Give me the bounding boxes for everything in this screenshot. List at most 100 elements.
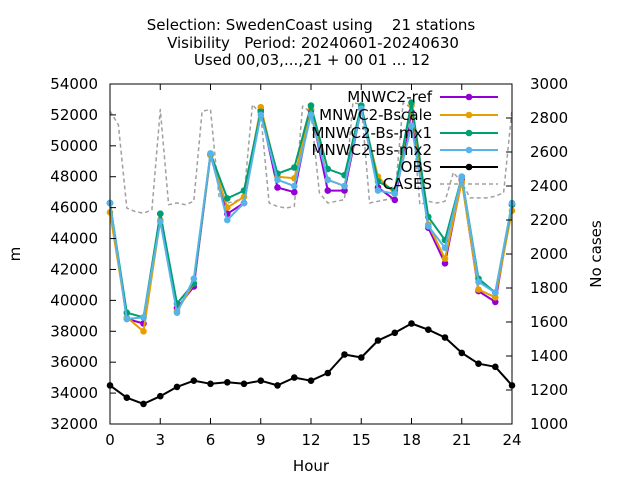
legend-label: MNWC2-Bs-mx2 <box>312 141 432 159</box>
data-point <box>123 315 131 323</box>
data-point <box>408 320 415 327</box>
data-point <box>190 275 198 283</box>
data-point <box>224 204 231 211</box>
legend-marker <box>465 129 473 137</box>
data-point <box>291 188 298 196</box>
legend-marker <box>465 93 473 101</box>
chart-title: Selection: SwedenCoast using 21 stations… <box>147 16 476 69</box>
data-point <box>190 377 198 385</box>
data-point <box>358 354 365 361</box>
legend-label: CASES <box>383 175 432 193</box>
y2-tick-label: 1600 <box>530 313 568 331</box>
legend-item: MNWC2-Bs-mx1 <box>312 124 498 142</box>
data-point <box>307 377 315 385</box>
data-point <box>425 222 432 230</box>
legend: MNWC2-refMNWC2-BscaleMNWC2-Bs-mx1MNWC2-B… <box>312 88 498 193</box>
y2-tick-label: 2200 <box>530 211 568 229</box>
data-point <box>291 374 298 381</box>
y-tick-label: 36000 <box>50 353 98 371</box>
series-cases <box>109 101 513 214</box>
y-tick-label: 38000 <box>50 322 98 340</box>
data-point <box>157 392 164 400</box>
data-point <box>173 383 181 391</box>
data-point <box>324 369 332 377</box>
series-mnwc2-bs-mx2 <box>106 105 516 323</box>
data-point <box>341 182 348 190</box>
x-tick-label: 12 <box>301 431 320 449</box>
data-point <box>240 380 248 388</box>
y2-tick-label: 1000 <box>530 415 568 433</box>
y-tick-label: 40000 <box>50 291 98 309</box>
data-point <box>274 184 281 191</box>
y-tick-label: 52000 <box>50 106 98 124</box>
y2-tick-label: 2600 <box>530 143 568 161</box>
x-tick-label: 9 <box>256 431 266 449</box>
data-point <box>207 380 214 388</box>
data-point <box>458 173 466 180</box>
legend-item: MNWC2-Bs-mx2 <box>312 141 498 159</box>
data-point <box>324 187 332 194</box>
data-point <box>425 326 432 334</box>
y2-tick-label: 1400 <box>530 347 568 365</box>
y2-tick-label: 1800 <box>530 279 568 297</box>
data-point <box>173 309 181 317</box>
data-point <box>307 102 315 109</box>
data-point <box>441 255 449 262</box>
y-tick-label: 50000 <box>50 137 98 155</box>
data-point <box>492 294 499 301</box>
data-point <box>441 260 449 267</box>
legend-label: MNWC2-ref <box>347 88 432 106</box>
data-point <box>274 382 281 389</box>
x-tick-label: 6 <box>206 431 216 449</box>
data-point <box>224 379 231 386</box>
data-point <box>157 210 164 218</box>
data-point <box>441 244 449 252</box>
x-tick-label: 18 <box>402 431 421 449</box>
data-point <box>374 337 382 344</box>
data-point <box>492 298 499 306</box>
data-point <box>257 111 265 119</box>
axes-layer: 0 3 6 9 12 15 18 21 24 32000 34000 36000 38000 40000 4… <box>50 75 568 449</box>
data-point <box>140 328 147 335</box>
data-point <box>358 105 365 112</box>
data-point <box>140 314 147 321</box>
legend-item: MNWC2-Bscale <box>319 106 498 124</box>
data-point <box>224 216 231 224</box>
legend-item: CASES <box>383 175 498 193</box>
data-point <box>140 400 147 408</box>
data-point <box>341 351 348 358</box>
data-point <box>257 377 265 385</box>
data-point <box>307 111 315 119</box>
y2-tick-label: 2000 <box>530 245 568 263</box>
x-tick-label: 3 <box>155 431 165 449</box>
data-point <box>492 289 499 296</box>
chart-title-line-2: Visibility Period: 20240601-20240630 <box>167 34 459 52</box>
data-point <box>475 360 482 368</box>
legend-marker <box>465 111 473 119</box>
data-point <box>207 150 214 157</box>
series-line <box>109 322 513 405</box>
x-tick-label: 21 <box>452 431 471 449</box>
data-point <box>240 199 248 207</box>
data-point <box>157 218 164 225</box>
chart-title-line-1: Selection: SwedenCoast using 21 stations <box>147 16 476 34</box>
data-point <box>408 122 415 129</box>
y-tick-label: 42000 <box>50 260 98 278</box>
data-point <box>324 176 332 184</box>
y2-tick-label: 3000 <box>530 75 568 93</box>
y-tick-label: 44000 <box>50 230 98 248</box>
data-point <box>341 187 348 194</box>
data-point <box>458 349 466 357</box>
legend-label: MNWC2-Bscale <box>319 106 432 124</box>
data-point <box>441 334 449 341</box>
y-tick-label: 34000 <box>50 384 98 402</box>
data-point <box>291 164 298 171</box>
y2-tick-label: 2400 <box>530 177 568 195</box>
x-tick-label: 24 <box>502 431 521 449</box>
legend-label: OBS <box>401 158 432 176</box>
legend-marker <box>465 146 473 154</box>
legend-marker <box>465 163 473 171</box>
x-axis-label: Hour <box>293 457 330 475</box>
data-point <box>408 99 415 106</box>
